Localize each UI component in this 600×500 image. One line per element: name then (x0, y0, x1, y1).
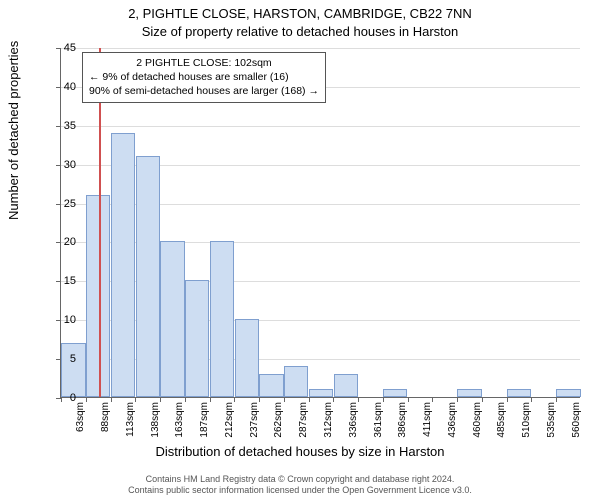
histogram-bar (556, 389, 580, 397)
ytick-label: 15 (46, 275, 76, 287)
xtick-label: 88sqm (100, 402, 111, 452)
histogram-bar (284, 366, 308, 397)
xtick-label: 510sqm (521, 402, 532, 452)
histogram-bar (136, 156, 160, 397)
xtick-label: 287sqm (298, 402, 309, 452)
annotation-line1: 2 PIGHTLE CLOSE: 102sqm (89, 56, 319, 70)
attribution-footer: Contains HM Land Registry data © Crown c… (0, 474, 600, 497)
xtick-label: 138sqm (150, 402, 161, 452)
xtick-label: 386sqm (397, 402, 408, 452)
gridline (61, 48, 580, 49)
ytick-label: 40 (46, 81, 76, 93)
histogram-bar (86, 195, 110, 397)
annotation-line3: 90% of semi-detached houses are larger (… (89, 84, 319, 98)
xtick-label: 535sqm (546, 402, 557, 452)
annotation-line2: ← 9% of detached houses are smaller (16) (89, 70, 319, 84)
histogram-bar (507, 389, 531, 397)
ytick-label: 25 (46, 198, 76, 210)
xtick-label: 436sqm (447, 402, 458, 452)
xtick-label: 187sqm (199, 402, 210, 452)
footer-line2: Contains public sector information licen… (0, 485, 600, 496)
xtick-label: 113sqm (125, 402, 136, 452)
ytick-label: 35 (46, 120, 76, 132)
histogram-bar (334, 374, 358, 397)
xtick-label: 163sqm (174, 402, 185, 452)
histogram-bar (457, 389, 481, 397)
xtick-label: 262sqm (273, 402, 284, 452)
xtick-label: 212sqm (224, 402, 235, 452)
chart-title-line1: 2, PIGHTLE CLOSE, HARSTON, CAMBRIDGE, CB… (0, 6, 600, 21)
histogram-bar (235, 319, 259, 397)
xtick-label: 361sqm (373, 402, 384, 452)
histogram-bar (383, 389, 407, 397)
gridline (61, 126, 580, 127)
xtick-label: 336sqm (348, 402, 359, 452)
histogram-bar (309, 389, 333, 397)
xtick-label: 237sqm (249, 402, 260, 452)
ytick-label: 10 (46, 314, 76, 326)
chart-title-line2: Size of property relative to detached ho… (0, 24, 600, 39)
y-axis-label: Number of detached properties (6, 41, 21, 220)
histogram-bar (259, 374, 283, 397)
xtick-label: 63sqm (75, 402, 86, 452)
ytick-label: 30 (46, 159, 76, 171)
xtick-label: 460sqm (472, 402, 483, 452)
ytick-label: 0 (46, 392, 76, 404)
histogram-bar (61, 343, 85, 397)
ytick-label: 20 (46, 236, 76, 248)
histogram-bar (111, 133, 135, 397)
ytick-label: 45 (46, 42, 76, 54)
histogram-bar (210, 241, 234, 397)
histogram-bar (160, 241, 184, 397)
histogram-bar (185, 280, 209, 397)
footer-line1: Contains HM Land Registry data © Crown c… (0, 474, 600, 485)
xtick-label: 485sqm (496, 402, 507, 452)
ytick-label: 5 (46, 353, 76, 365)
annotation-box: 2 PIGHTLE CLOSE: 102sqm← 9% of detached … (82, 52, 326, 103)
xtick-label: 411sqm (422, 402, 433, 452)
xtick-label: 560sqm (571, 402, 582, 452)
xtick-label: 312sqm (323, 402, 334, 452)
